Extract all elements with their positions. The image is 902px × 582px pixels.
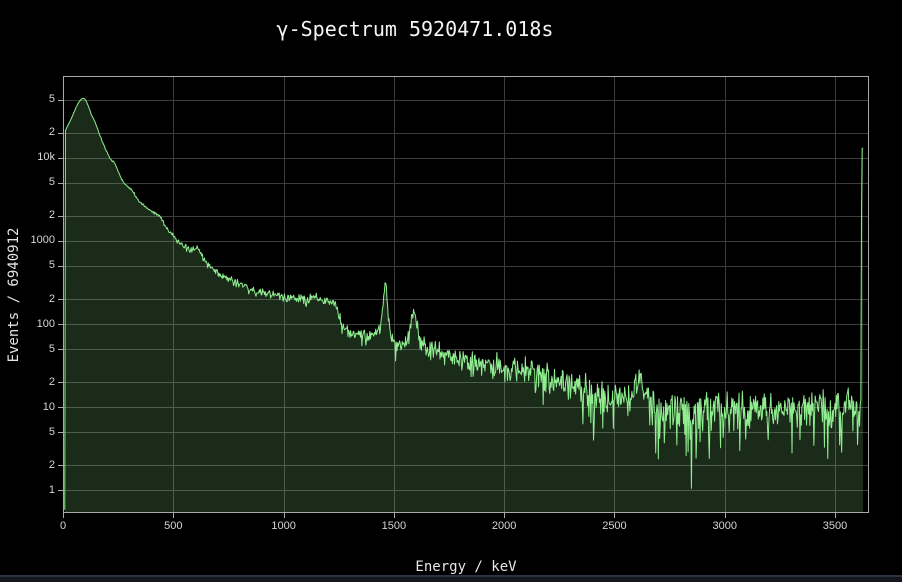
x-axis-title: Energy / keV: [415, 559, 517, 575]
y-tick-label: 2: [48, 209, 55, 222]
y-tick-label: 2: [48, 292, 55, 305]
spectrum-line: [64, 97, 864, 510]
y-tick-label: 5: [48, 342, 55, 355]
y-tick-label: 5: [48, 176, 55, 189]
x-tick-label: 1000: [271, 520, 296, 532]
y-tick-label: 10: [42, 400, 55, 413]
spectrum-fill: [64, 98, 864, 513]
x-tick-label: 0: [59, 520, 67, 532]
x-tick-label: 3000: [712, 520, 737, 532]
y-tick-label: 5: [48, 425, 55, 438]
y-tick-label: 2: [48, 126, 55, 139]
x-tick-label: 1500: [381, 520, 407, 532]
x-tick-label: 2500: [602, 520, 627, 532]
y-tick-label: 10k: [37, 151, 55, 164]
y-tick-label: 2: [48, 458, 55, 471]
y-axis-title: Events / 6940912: [6, 227, 22, 363]
y-tick-label: 2: [48, 375, 55, 388]
window-bottom-edge: [0, 575, 902, 582]
y-tick-label: 1000: [30, 234, 55, 247]
y-tick-label: 5: [48, 259, 55, 272]
y-tick-label: 5: [48, 93, 55, 106]
plot-border: [63, 76, 869, 513]
x-tick-label: 2000: [491, 520, 517, 532]
x-tick-label: 3500: [822, 520, 848, 532]
x-tick-label: 500: [164, 520, 183, 532]
y-tick-label: 1: [48, 483, 55, 496]
y-tick-label: 100: [36, 317, 55, 330]
chart-title: γ-Spectrum 5920471.018s: [276, 17, 554, 41]
